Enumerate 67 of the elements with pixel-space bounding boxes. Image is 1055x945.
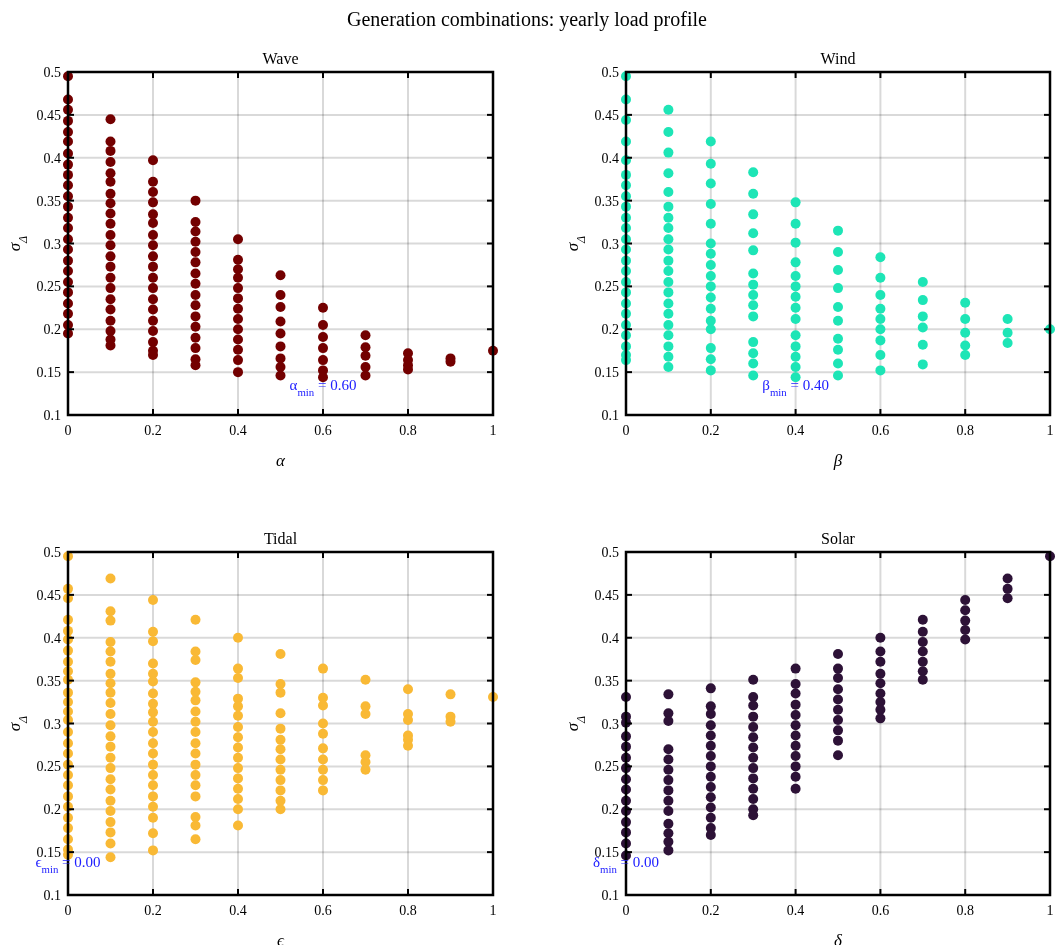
y-tick-label: 0.2 [601,322,619,338]
y-tick-label: 0.5 [601,65,619,80]
x-tick-label: 0 [622,903,630,918]
y-tick-label: 0.2 [43,802,61,818]
x-tick-label: 0.2 [702,423,720,438]
chart-title: Wave [262,50,299,67]
y-tick-label: 0.3 [43,236,61,252]
x-tick-label: 0.4 [229,903,247,918]
y-tick-label: 0.4 [601,630,619,646]
x-tick-label: 0.2 [144,423,162,438]
y-tick-label: 0.45 [594,107,619,123]
x-axis-title: β [832,451,843,470]
x-tick-label: 1 [1046,903,1054,918]
y-tick-label: 0.25 [36,279,61,295]
y-tick-label: 0.5 [601,545,619,560]
y-tick-label: 0.3 [43,716,61,732]
x-tick-label: 0.8 [956,903,974,918]
x-tick-label: 0.6 [314,903,332,918]
y-tick-label: 0.2 [601,802,619,818]
y-tick-label: 0.4 [43,150,61,166]
y-tick-label: 0.35 [594,193,619,209]
y-tick-label: 0.25 [36,759,61,775]
y-tick-label: 0.45 [36,107,61,123]
y-tick-label: 0.25 [594,759,619,775]
x-tick-label: 0.8 [399,423,417,438]
y-tick-label: 0.35 [36,673,61,689]
y-tick-label: 0.4 [43,630,61,646]
y-tick-label: 0.1 [43,888,61,903]
y-tick-label: 0.4 [601,150,619,166]
y-tick-label: 0.1 [43,408,61,423]
y-tick-label: 0.1 [601,408,619,423]
x-tick-label: 0.6 [314,423,332,438]
y-tick-label: 0.2 [43,322,61,338]
y-tick-label: 0.3 [601,716,619,732]
x-tick-label: 1 [489,423,497,438]
x-tick-label: 1 [489,903,497,918]
annotation: β$_{min}$ = 0.40 [762,376,829,398]
y-tick-label: 0.35 [36,193,61,209]
y-tick-label: 0.5 [43,545,61,560]
chart-title: Wind [820,50,856,67]
y-tick-label: 0.25 [594,279,619,295]
x-tick-label: 0.6 [871,423,890,438]
x-tick-label: 1 [1046,423,1054,438]
y-tick-label: 0.3 [601,236,619,252]
x-tick-label: 0 [622,423,630,438]
y-tick-label: 0.15 [36,365,61,381]
x-tick-label: 0.8 [399,903,417,918]
chart-title: Solar [821,530,856,547]
y-tick-label: 0.45 [594,587,619,603]
x-tick-label: 0.4 [786,903,805,918]
x-tick-label: 0.2 [144,903,162,918]
y-tick-label: 0.1 [601,888,619,903]
annotation: α$_{min}$ = 0.60 [289,376,357,398]
y-tick-label: 0.35 [594,673,619,689]
x-tick-label: 0 [64,903,72,918]
x-tick-label: 0.2 [702,903,720,918]
x-tick-label: 0 [64,423,72,438]
y-tick-label: 0.15 [594,365,619,381]
x-tick-label: 0.6 [871,903,890,918]
x-axis-title: α [276,451,287,470]
y-tick-label: 0.5 [43,65,61,80]
y-tick-label: 0.45 [36,587,61,603]
x-tick-label: 0.8 [956,423,974,438]
text: Generation combinations: yearly load profile [347,8,708,31]
chart-title: Tidal [263,530,298,547]
x-tick-label: 0.4 [786,423,805,438]
x-tick-label: 0.4 [229,423,247,438]
